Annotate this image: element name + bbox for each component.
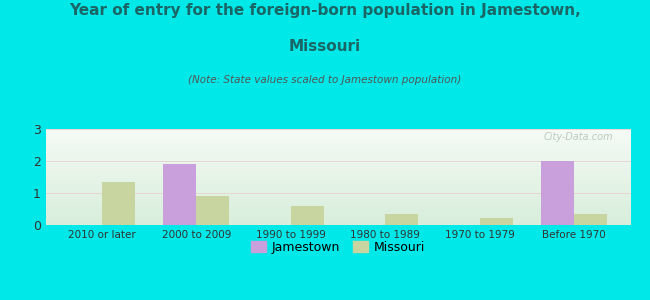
Bar: [163, 164, 196, 225]
Text: (Note: State values scaled to Jamestown population): (Note: State values scaled to Jamestown …: [188, 75, 462, 85]
Bar: [385, 214, 418, 225]
Text: Missouri: Missouri: [289, 39, 361, 54]
Bar: [102, 182, 135, 225]
Text: Year of entry for the foreign-born population in Jamestown,: Year of entry for the foreign-born popul…: [69, 3, 581, 18]
Legend: Jamestown, Missouri: Jamestown, Missouri: [246, 236, 430, 259]
Text: City-Data.com: City-Data.com: [543, 132, 613, 142]
Bar: [480, 218, 513, 225]
Bar: [574, 214, 607, 225]
Bar: [196, 196, 229, 225]
Bar: [541, 161, 574, 225]
Bar: [291, 206, 324, 225]
